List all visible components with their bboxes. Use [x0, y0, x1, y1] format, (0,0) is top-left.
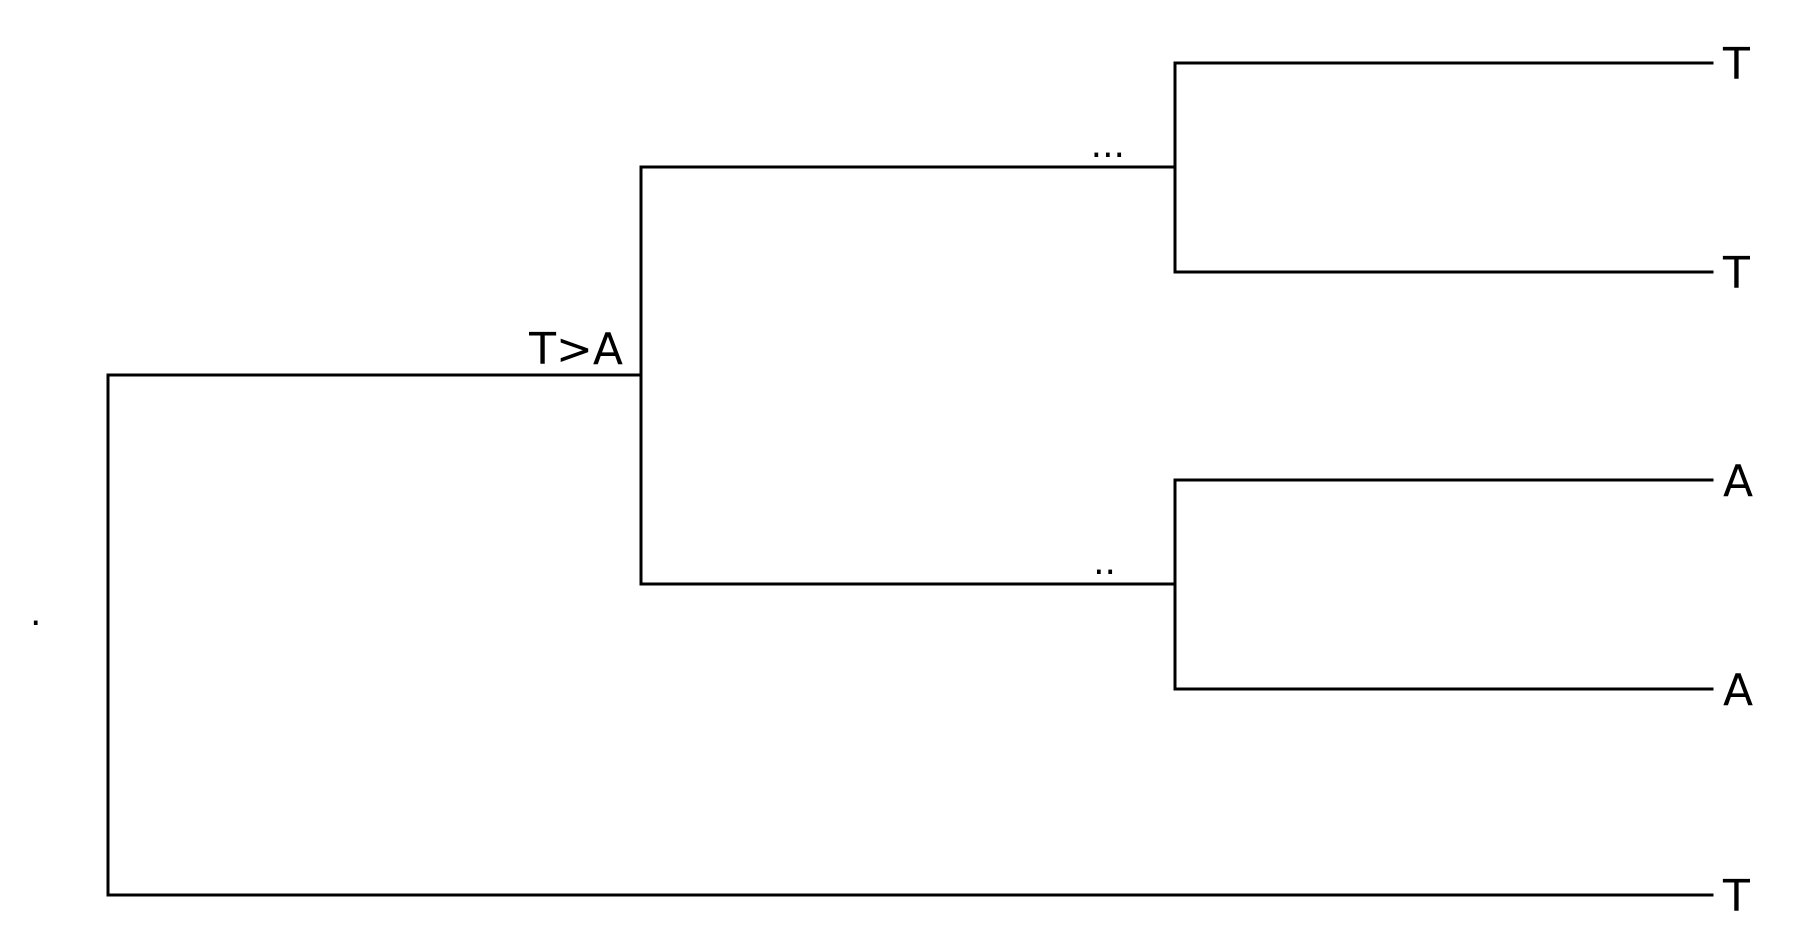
tip-label-5: T — [1722, 871, 1750, 922]
tip-label-3: A — [1723, 456, 1753, 507]
tip-label-4: A — [1723, 665, 1753, 716]
root-label: . — [30, 593, 41, 634]
node-label-lower-pair: .. — [1093, 542, 1116, 583]
node-label-top-clade: T>A — [528, 324, 623, 375]
tip-label-1: T — [1722, 39, 1750, 90]
tip-label-2: T — [1722, 248, 1750, 299]
node-label-upper-pair: ... — [1091, 125, 1125, 166]
